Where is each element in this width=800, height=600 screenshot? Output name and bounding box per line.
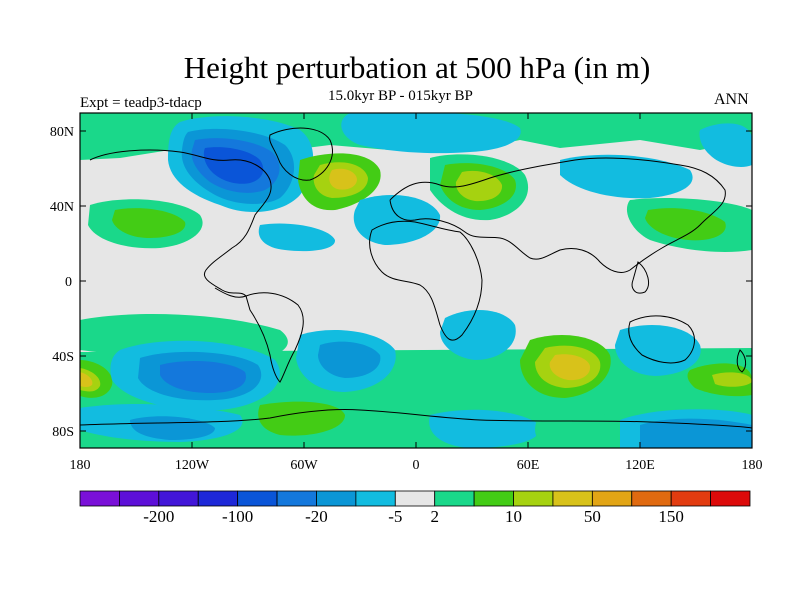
- lat-label-40n: 40N: [50, 200, 74, 215]
- colorbar-swatch: [394, 490, 436, 507]
- coast-antarctica: [80, 408, 752, 429]
- lon-tick-60e: 60E: [517, 113, 540, 473]
- latitude-axis: 80N 40N 0 40S 80S: [50, 125, 752, 440]
- lon-label-60w: 60W: [290, 458, 318, 473]
- lon-tick-180e: 180: [742, 458, 763, 473]
- lat-label-0: 0: [65, 275, 72, 290]
- contour-field: [80, 113, 752, 448]
- lon-tick-60w: 60W: [290, 113, 318, 473]
- lat-label-40s: 40S: [52, 350, 74, 365]
- colorbar-swatch: [710, 490, 751, 507]
- colorbar-label: -100: [222, 507, 253, 526]
- colorbar-label: 2: [430, 507, 439, 526]
- plot-subtitle: 15.0kyr BP - 015kyr BP: [328, 88, 473, 104]
- lon-label-180w: 180: [70, 458, 91, 473]
- colorbar-swatch: [276, 490, 317, 507]
- colorbar-swatch: [119, 490, 160, 507]
- colorbar-label: -20: [305, 507, 328, 526]
- colorbar-label: 50: [584, 507, 601, 526]
- colorbar-label: -200: [143, 507, 174, 526]
- colorbar: -200 -100 -20 -5 2 10 50 150: [79, 490, 751, 526]
- colorbar-swatch: [158, 490, 199, 507]
- lon-tick-120e: 120E: [625, 113, 655, 473]
- lat-tick-0: 0: [65, 275, 752, 290]
- plot-title: Height perturbation at 500 hPa (in m): [183, 50, 651, 85]
- colorbar-swatch: [552, 490, 593, 507]
- lon-label-120e: 120E: [625, 458, 655, 473]
- coast-south-america: [245, 292, 304, 383]
- lon-tick-180w: 180: [70, 458, 91, 473]
- lat-label-80n: 80N: [50, 125, 74, 140]
- colorbar-swatch: [631, 490, 672, 507]
- coast-north-america: [89, 149, 272, 298]
- lon-label-120w: 120W: [175, 458, 210, 473]
- coast-maritime-se-asia: [631, 261, 649, 294]
- lon-label-180e: 180: [742, 458, 763, 473]
- colorbar-swatch: [473, 490, 514, 507]
- coastlines: [80, 127, 752, 429]
- colorbar-swatch: [670, 490, 711, 507]
- coast-africa: [369, 220, 483, 341]
- lat-tick-40s: 40S: [52, 350, 752, 365]
- lon-label-0: 0: [413, 458, 420, 473]
- colorbar-label: -5: [388, 507, 402, 526]
- coast-new-zealand: [736, 349, 747, 373]
- lon-label-60e: 60E: [517, 458, 540, 473]
- colorbar-swatch: [237, 490, 278, 507]
- lat-tick-80s: 80S: [52, 425, 752, 440]
- experiment-label: Expt = teadp3-tdacp: [80, 95, 202, 111]
- lat-tick-40n: 40N: [50, 200, 752, 215]
- colorbar-swatch: [591, 490, 633, 507]
- colorbar-label: 150: [658, 507, 684, 526]
- season-label: ANN: [714, 91, 749, 108]
- lat-tick-80n: 80N: [50, 125, 752, 140]
- lat-label-80s: 80S: [52, 425, 74, 440]
- colorbar-label: 10: [505, 507, 522, 526]
- coast-greenland: [269, 127, 333, 181]
- longitude-axis: 180 120W 60W 0 60E 120E 180: [70, 113, 763, 473]
- colorbar-swatch: [197, 490, 239, 507]
- coast-australia: [628, 315, 695, 364]
- colorbar-swatch: [316, 490, 357, 507]
- coast-eurasia: [389, 157, 726, 273]
- lon-tick-0: 0: [413, 113, 420, 473]
- colorbar-swatch: [434, 490, 475, 507]
- colorbar-swatch: [79, 490, 120, 507]
- colorbar-swatch: [355, 490, 396, 507]
- lon-tick-120w: 120W: [175, 113, 210, 473]
- colorbar-swatch: [513, 490, 554, 507]
